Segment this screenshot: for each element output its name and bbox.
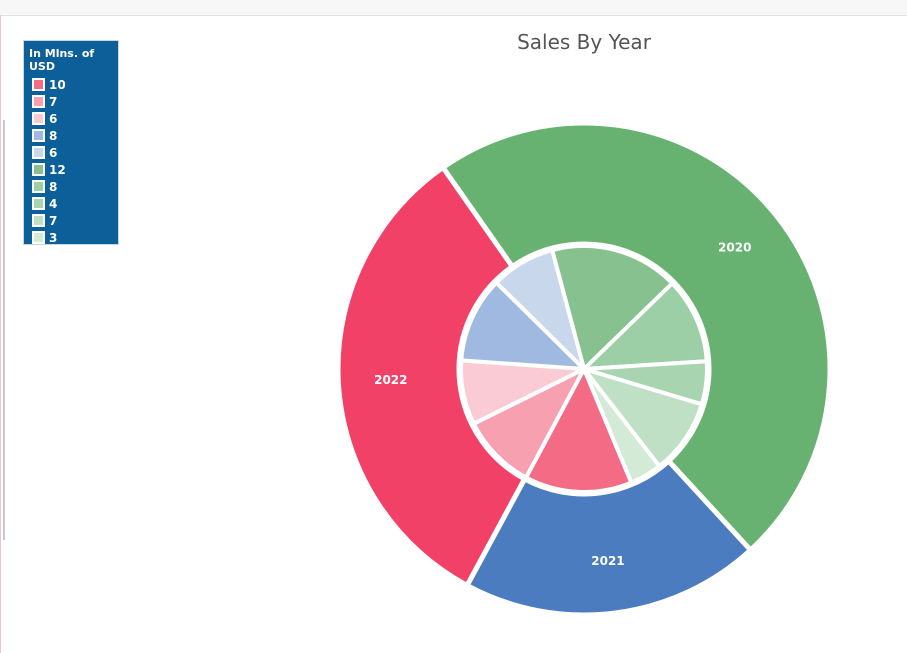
- chart-title: Sales By Year: [517, 30, 651, 54]
- inner-slice[interactable]: [459, 279, 590, 372]
- outer-slice-label: 2022: [374, 373, 407, 387]
- legend: In Mlns. of USD 10 7 6 8 6 12 8 4 7 3: [23, 40, 119, 245]
- legend-label: 10: [49, 77, 66, 92]
- legend-item[interactable]: 4: [29, 195, 114, 212]
- legend-swatch: [32, 78, 45, 91]
- legend-item[interactable]: 8: [29, 127, 114, 144]
- left-border: [0, 15, 1, 653]
- legend-swatch: [32, 112, 45, 125]
- legend-label: 6: [49, 145, 58, 160]
- scrollbar[interactable]: [3, 120, 5, 540]
- legend-item[interactable]: 10: [29, 76, 114, 93]
- legend-item[interactable]: 7: [29, 93, 114, 110]
- legend-label: 6: [49, 111, 58, 126]
- legend-item[interactable]: 3: [29, 229, 114, 246]
- legend-swatch: [32, 197, 45, 210]
- legend-swatch: [32, 163, 45, 176]
- legend-label: 3: [49, 230, 58, 245]
- outer-slice-label: 2020: [718, 241, 751, 255]
- legend-swatch: [32, 129, 45, 142]
- legend-swatch: [32, 231, 45, 244]
- outer-slice-label: 2021: [591, 554, 624, 568]
- inner-slice[interactable]: [523, 364, 634, 494]
- legend-label: 7: [49, 213, 58, 228]
- legend-items: 10 7 6 8 6 12 8 4 7 3: [29, 76, 114, 246]
- legend-title: In Mlns. of USD: [29, 47, 95, 73]
- legend-item[interactable]: 7: [29, 212, 114, 229]
- legend-label: 12: [49, 162, 66, 177]
- legend-label: 7: [49, 94, 58, 109]
- legend-swatch: [32, 95, 45, 108]
- legend-label: 4: [49, 196, 58, 211]
- legend-item[interactable]: 8: [29, 178, 114, 195]
- legend-item[interactable]: 6: [29, 144, 114, 161]
- legend-label: 8: [49, 179, 58, 194]
- inner-slice[interactable]: [578, 280, 709, 372]
- legend-item[interactable]: 6: [29, 110, 114, 127]
- browser-top-bar: [0, 0, 907, 16]
- legend-swatch: [32, 180, 45, 193]
- legend-label: 8: [49, 128, 58, 143]
- inner-slice[interactable]: [493, 247, 588, 376]
- legend-swatch: [32, 146, 45, 159]
- legend-swatch: [32, 214, 45, 227]
- inner-slice[interactable]: [549, 244, 676, 373]
- legend-item[interactable]: 12: [29, 161, 114, 178]
